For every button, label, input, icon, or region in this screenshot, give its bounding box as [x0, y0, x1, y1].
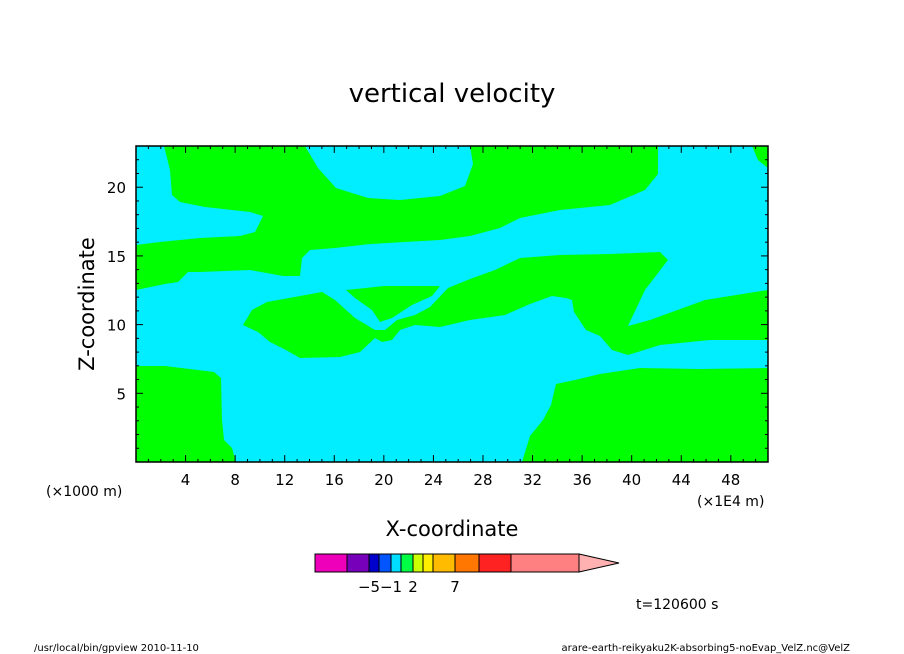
colorbar-segment: [422, 553, 434, 573]
colorbar: −5 −1 2 7: [314, 553, 620, 596]
positive-region-upper-band: [136, 146, 658, 290]
colorbar-segment: [432, 553, 456, 573]
positive-region-top-right-corner: [752, 146, 768, 168]
colorbar-tick-label: −5: [358, 578, 380, 596]
x-tick-label: 44: [672, 471, 691, 489]
x-tick-label: 32: [523, 471, 542, 489]
x-tick-label: 28: [473, 471, 492, 489]
colorbar-segment: [400, 553, 414, 573]
y-tick-label: 15: [107, 248, 126, 266]
colorbar-tick-label: −1: [380, 578, 402, 596]
footer-right-label: arare-earth-reikyaku2K-absorbing5-noEvap…: [562, 643, 851, 654]
positive-region-right-bottom: [522, 368, 768, 462]
footer-left-label: /usr/local/bin/gpview 2010-11-10: [34, 643, 199, 654]
x-tick-label: 24: [424, 471, 443, 489]
x-tick-label: 12: [275, 471, 294, 489]
x-tick-label: 4: [181, 471, 191, 489]
colorbar-segment: [368, 553, 380, 573]
x-unit-label: (×1000 m): [46, 484, 122, 500]
colorbar-segment: [314, 553, 348, 573]
colorbar-segment: [378, 553, 392, 573]
x-tick-label: 8: [230, 471, 240, 489]
x-axis-title: X-coordinate: [386, 517, 519, 541]
colorbar-segment: [412, 553, 424, 573]
plot-frame: [135, 145, 769, 463]
x-axis: 4 8 12 16 20 24 28 32 36 40 44 48: [147, 146, 769, 489]
chart-title: vertical velocity: [349, 79, 556, 109]
positive-region-center-band: [243, 252, 768, 358]
colorbar-segment: [390, 553, 402, 573]
y-axis-title: Z-coordinate: [75, 237, 99, 371]
colorbar-segment: [346, 553, 370, 573]
colorbar-segment: [454, 553, 480, 573]
x-tick-label: 20: [374, 471, 393, 489]
plot-area: [135, 145, 769, 463]
positive-region-left-bottom: [136, 366, 236, 462]
y-tick-label: 5: [116, 385, 126, 403]
time-label: t=120600 s: [636, 597, 718, 613]
colorbar-tick-label: 2: [408, 578, 418, 596]
x-tick-label: 48: [721, 471, 740, 489]
y-axis: 5 10 15 20: [107, 145, 768, 449]
x-tick-label: 40: [622, 471, 641, 489]
colorbar-segment: [478, 553, 512, 573]
y-tick-label: 20: [107, 179, 126, 197]
colorbar-tick-label: 7: [450, 578, 460, 596]
positive-region-triangle: [346, 286, 440, 322]
y-tick-label: 10: [107, 317, 126, 335]
x-tick-label: 16: [325, 471, 344, 489]
colorbar-extension-arrow: [578, 553, 620, 573]
x-secondary-unit-label: (×1E4 m): [697, 494, 764, 510]
x-tick-label: 36: [573, 471, 592, 489]
colorbar-segment: [510, 553, 580, 573]
